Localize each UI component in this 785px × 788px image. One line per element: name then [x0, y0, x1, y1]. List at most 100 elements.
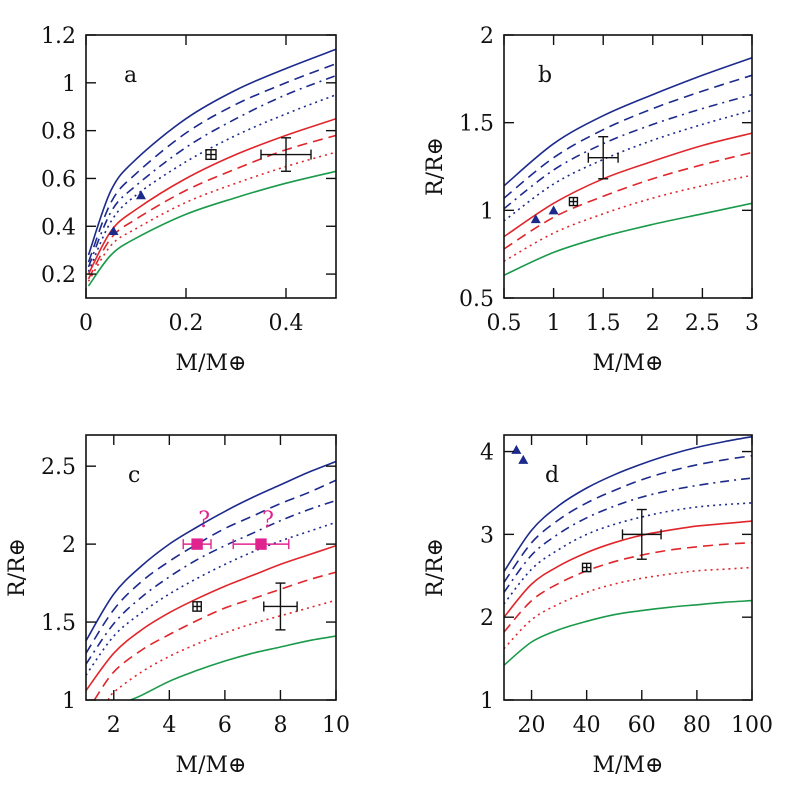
x-axis-label: M/M⊕	[593, 753, 664, 778]
curve-blue-dotted	[86, 521, 336, 676]
triangle-marker	[518, 454, 529, 464]
triangle-marker	[511, 444, 522, 454]
panel-a: 0 0.2 0.40.20.40.60.811.2aM/M⊕	[41, 24, 337, 376]
y-tick-label: 1	[480, 199, 494, 224]
x-tick-label: 20	[518, 713, 546, 738]
plot-frame	[503, 434, 753, 701]
curve-blue-solid	[86, 460, 336, 642]
y-axis-label: R/R⊕	[423, 137, 448, 196]
y-tick-label: 0.5	[459, 287, 494, 312]
curves	[504, 57, 752, 276]
curve-green-solid	[87, 170, 336, 287]
curve-green-solid	[504, 599, 752, 666]
x-tick-label: 1	[547, 311, 561, 336]
plot-frame	[503, 34, 753, 299]
x-tick-label: 60	[628, 713, 656, 738]
curve-blue-solid	[504, 57, 752, 187]
x-tick-label: 80	[683, 713, 711, 738]
curve-blue-dotted	[504, 109, 752, 222]
curve-blue-dashdot	[86, 499, 336, 665]
panel-letter: d	[545, 463, 559, 488]
y-axis-label: R/R⊕	[5, 538, 30, 597]
curves	[504, 435, 752, 666]
panel-d: 20 40 60 80 100 1 2 3 4 d M/M⊕ R/R⊕	[423, 434, 773, 778]
y-tick-label: 1.5	[459, 112, 494, 137]
candidate-marker	[255, 538, 267, 550]
curve-blue-solid	[87, 48, 336, 256]
curve-green-solid	[504, 202, 752, 276]
y-tick-label: 0.2	[41, 263, 76, 288]
y-tick-label: 1	[480, 689, 494, 714]
errorbar-small	[192, 601, 202, 612]
curve-red-solid	[87, 117, 336, 275]
y-tick-label: 0.6	[41, 167, 76, 192]
curve-blue-dotted	[504, 502, 752, 605]
y-tick-label: 2	[480, 24, 494, 49]
y-tick-label: 1	[62, 72, 76, 97]
panel-letter: a	[124, 63, 137, 88]
triangle-marker	[136, 190, 146, 200]
errorbar-cross	[621, 508, 662, 560]
y-tick-label: 2	[62, 533, 76, 558]
triangle-marker	[108, 226, 119, 236]
y-tick-label: 1.5	[41, 611, 76, 636]
curve-blue-dashdot	[504, 477, 752, 593]
curve-blue-dashdot	[87, 74, 336, 268]
curve-red-solid	[504, 520, 752, 618]
x-tick-label: 10	[322, 713, 350, 738]
curve-red-solid	[504, 132, 752, 238]
curve-blue-dashed	[504, 454, 752, 583]
triangle-marker	[548, 205, 559, 215]
x-tick-label: 0.5	[487, 311, 522, 336]
question-mark: ?	[198, 508, 210, 533]
curve-red-dotted	[107, 599, 336, 700]
x-tick-label: 6	[218, 713, 232, 738]
y-tick-label: 1.2	[41, 24, 76, 49]
errorbar-small	[205, 149, 217, 161]
curve-blue-dashdot	[504, 93, 752, 210]
x-axis-label: M/M⊕	[176, 753, 247, 778]
y-tick-label: 0.4	[41, 215, 76, 240]
curve-red-solid	[86, 544, 336, 692]
plot-frame	[85, 34, 337, 299]
errorbar-cross	[263, 582, 298, 631]
curve-blue-dashed	[504, 74, 752, 199]
y-tick-label: 4	[480, 441, 494, 466]
x-tick-label: 3	[745, 311, 759, 336]
curve-blue-dashed	[86, 479, 336, 654]
x-axis-label: M/M⊕	[176, 351, 247, 376]
errorbar-small	[581, 562, 592, 573]
y-tick-label: 2.5	[41, 455, 76, 480]
x-tick-label: 1.5	[586, 311, 621, 336]
curve-blue-solid	[504, 435, 752, 573]
panel-letter: c	[128, 463, 140, 488]
curve-red-dotted	[504, 174, 752, 262]
y-axis-label: R/R⊕	[423, 538, 448, 597]
x-tick-label: 0	[79, 311, 93, 336]
x-tick-label: 100	[731, 713, 773, 738]
curve-red-dashed	[87, 134, 336, 280]
panel-letter: b	[538, 63, 552, 88]
curves	[86, 460, 336, 700]
candidate-point	[182, 538, 212, 550]
y-tick-label: 3	[480, 523, 494, 548]
y-tick-label: 1	[62, 689, 76, 714]
plot-frame	[85, 434, 337, 701]
curve-red-dashed	[93, 571, 336, 700]
errorbar-cross	[587, 135, 619, 180]
x-tick-label: 2	[107, 713, 121, 738]
x-tick-label: 2.5	[685, 311, 720, 336]
x-tick-label: 40	[573, 713, 601, 738]
curve-green-solid	[130, 635, 336, 700]
x-tick-label: 4	[162, 713, 176, 738]
x-tick-label: 0.4	[269, 311, 304, 336]
panel-b: 0.5 1 1.5 2 2.5 3 0.5 1 1.5 2 b M/M⊕ R/R⊕	[423, 24, 759, 376]
x-tick-label: 0.2	[169, 311, 204, 336]
x-tick-label: 8	[273, 713, 287, 738]
y-tick-label: 2	[480, 606, 494, 631]
curve-blue-dotted	[87, 94, 336, 273]
errorbar-small	[568, 196, 579, 207]
candidate-marker	[191, 538, 203, 550]
y-tick-label: 0.8	[41, 120, 76, 145]
